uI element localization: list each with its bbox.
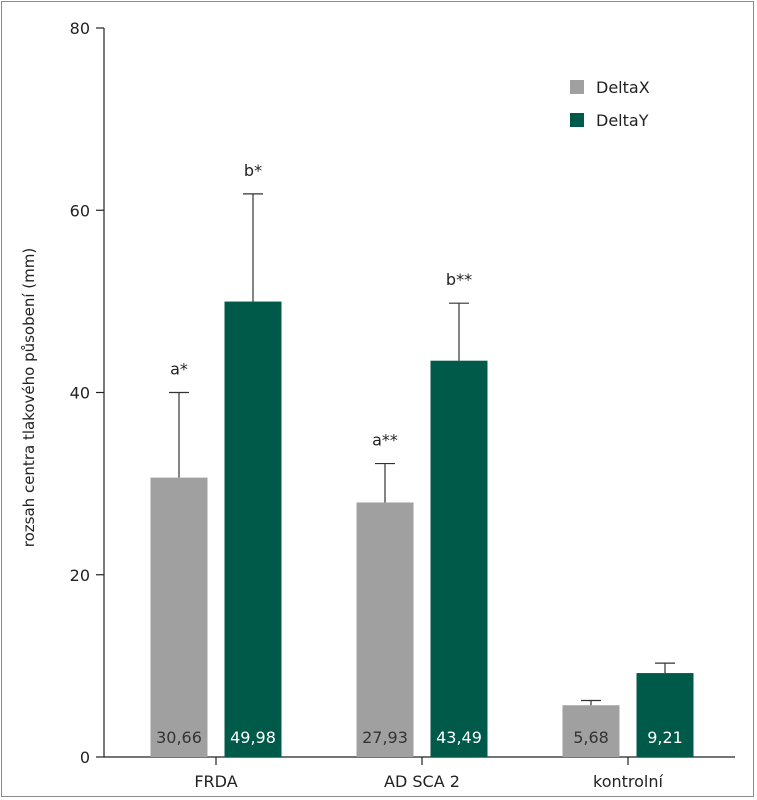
x-tick-label: AD SCA 2 [384,772,460,791]
axes: 0 20 40 60 80 rozsah centra tlakového působen… [20,19,735,791]
bar-value-label: 43,49 [436,728,482,747]
y-tick-label: 20 [70,566,90,585]
bar-deltay [636,673,694,757]
x-tick-label: FRDA [194,772,237,791]
y-tick-label: 60 [70,201,90,220]
bar-value-label: 9,21 [647,728,683,747]
significance-label: b* [244,161,262,180]
bar-deltax [562,705,620,757]
bar-deltay [430,360,488,757]
significance-label: b** [446,270,472,289]
legend-swatch [570,80,584,94]
legend-swatch [570,113,584,127]
bar-value-label: 30,66 [156,728,202,747]
bar-deltay [224,301,282,757]
y-tick-label: 0 [80,748,90,767]
y-tick-label: 40 [70,384,90,403]
bar-value-label: 27,93 [362,728,408,747]
significance-label: a** [372,431,398,450]
bar-value-label: 49,98 [230,728,276,747]
legend: DeltaX DeltaY [570,78,650,130]
bars: a* 30,66 a** 27,93 5,68 b* 49,98 b** 43,49 9,21 [150,161,694,757]
bar-deltax [150,477,208,757]
legend-label: DeltaY [596,111,649,130]
legend-label: DeltaX [596,78,650,97]
bar-deltax [356,502,414,757]
significance-label: a* [170,360,188,379]
y-tick-label: 80 [70,19,90,38]
bar-value-label: 5,68 [573,728,609,747]
y-axis-title: rozsah centra tlakového působení (mm) [20,248,38,547]
x-tick-label: kontrolní [593,772,664,791]
